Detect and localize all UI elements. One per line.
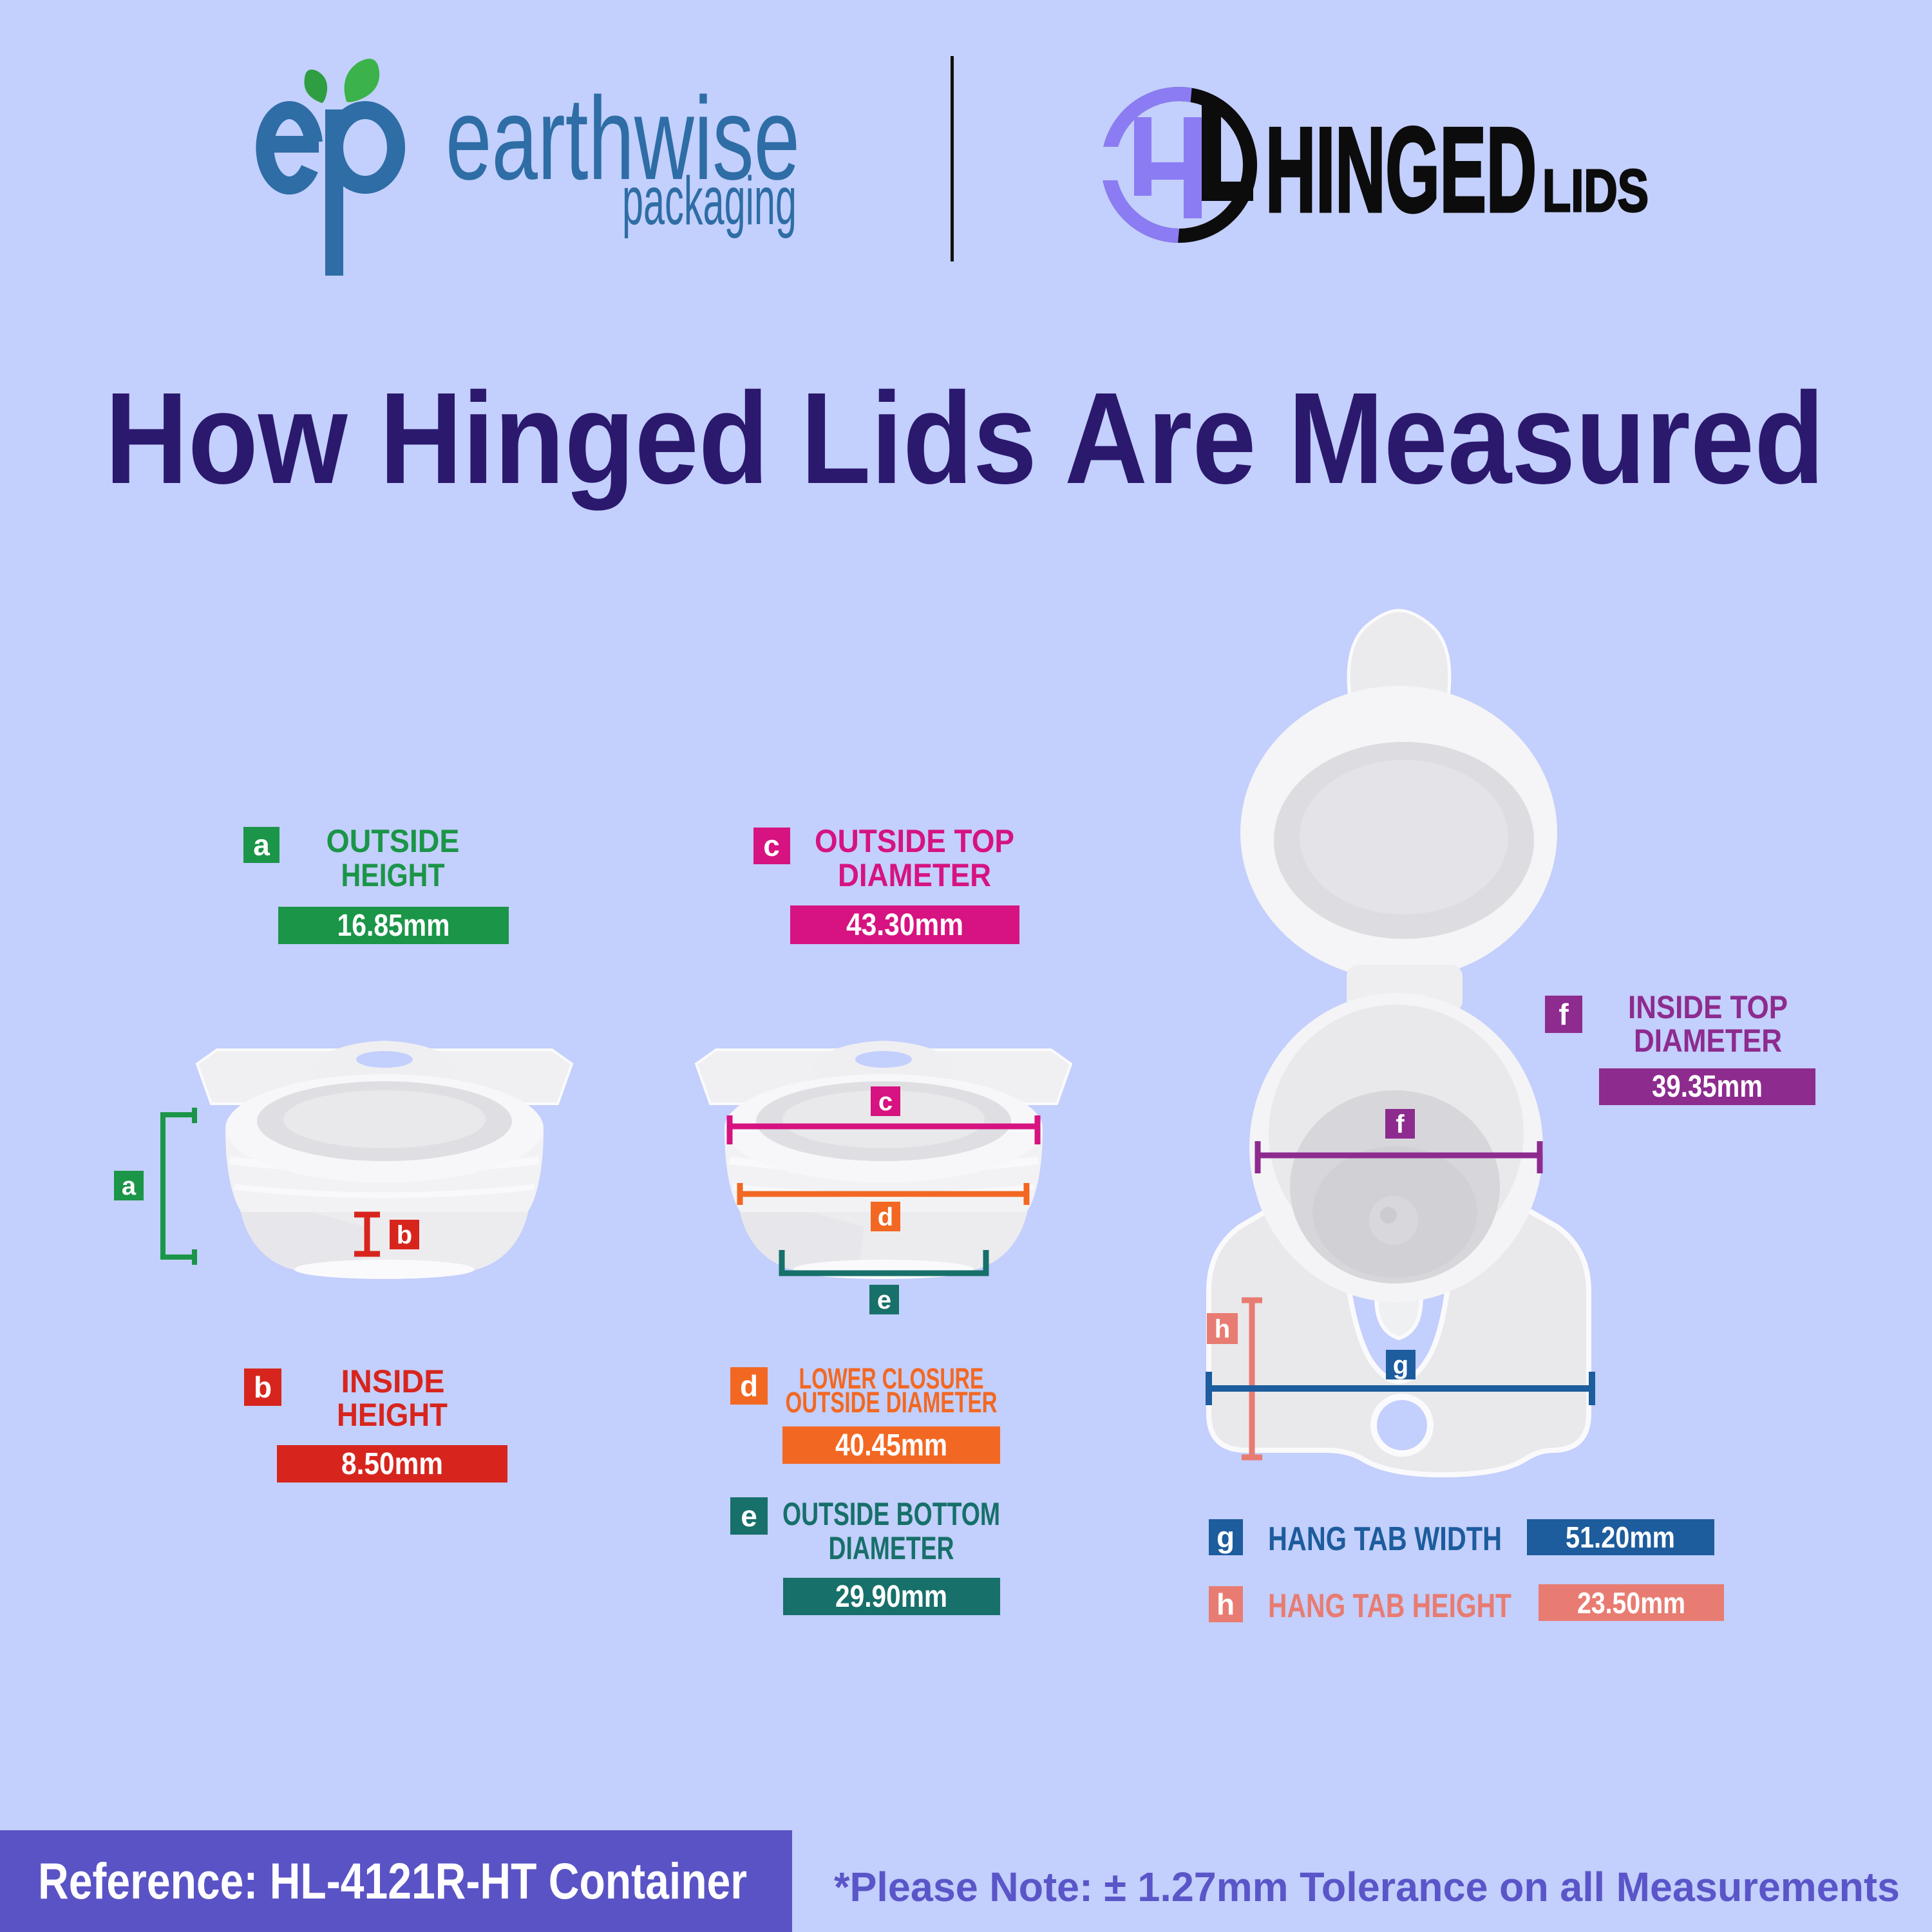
svg-text:a: a (122, 1172, 137, 1200)
svg-text:f: f (1558, 998, 1569, 1031)
svg-text:h: h (1217, 1587, 1235, 1621)
svg-text:29.90mm: 29.90mm (835, 1580, 947, 1614)
svg-text:OUTSIDE DIAMETER: OUTSIDE DIAMETER (786, 1386, 998, 1419)
svg-text:d: d (878, 1203, 893, 1231)
svg-text:39.35mm: 39.35mm (1652, 1070, 1763, 1104)
svg-text:DIAMETER: DIAMETER (829, 1530, 954, 1566)
svg-text:a: a (253, 828, 270, 862)
svg-text:OUTSIDE TOP: OUTSIDE TOP (815, 823, 1014, 859)
svg-text:g: g (1393, 1351, 1408, 1379)
svg-text:h: h (1215, 1315, 1230, 1343)
svg-text:HANG TAB HEIGHT: HANG TAB HEIGHT (1268, 1587, 1511, 1625)
svg-text:HANG TAB WIDTH: HANG TAB WIDTH (1268, 1520, 1502, 1558)
svg-text:DIAMETER: DIAMETER (838, 857, 991, 893)
svg-text:b: b (254, 1370, 272, 1404)
svg-text:*Please Note: ± 1.27mm Toleran: *Please Note: ± 1.27mm Tolerance on all … (834, 1864, 1900, 1910)
svg-text:earthwise: earthwise (446, 72, 800, 204)
svg-text:OUTSIDE BOTTOM: OUTSIDE BOTTOM (782, 1496, 1000, 1532)
svg-text:INSIDE TOP: INSIDE TOP (1628, 989, 1788, 1025)
svg-text:d: d (740, 1369, 758, 1403)
svg-text:f: f (1396, 1110, 1405, 1139)
svg-text:HEIGHT: HEIGHT (337, 1397, 448, 1433)
svg-text:DIAMETER: DIAMETER (1634, 1023, 1782, 1059)
svg-text:Reference: HL-4121R-HT Contain: Reference: HL-4121R-HT Container (38, 1852, 747, 1909)
svg-text:OUTSIDE: OUTSIDE (327, 823, 460, 859)
svg-text:INSIDE: INSIDE (341, 1363, 445, 1399)
svg-text:HINGED: HINGED (1265, 102, 1537, 237)
svg-text:8.50mm: 8.50mm (341, 1447, 443, 1481)
svg-text:g: g (1217, 1520, 1235, 1554)
svg-text:packaging: packaging (622, 163, 797, 239)
svg-text:23.50mm: 23.50mm (1577, 1586, 1685, 1620)
svg-text:LIDS: LIDS (1542, 157, 1649, 224)
svg-text:HEIGHT: HEIGHT (341, 857, 445, 893)
svg-text:c: c (763, 829, 780, 862)
svg-text:e: e (877, 1286, 891, 1314)
svg-text:c: c (878, 1088, 893, 1116)
svg-text:How Hinged Lids Are Measured: How Hinged Lids Are Measured (105, 365, 1824, 511)
svg-text:51.20mm: 51.20mm (1566, 1520, 1675, 1554)
svg-text:b: b (397, 1221, 412, 1249)
svg-text:LOWER CLOSURE: LOWER CLOSURE (799, 1362, 984, 1395)
svg-text:e: e (741, 1499, 757, 1533)
svg-text:40.45mm: 40.45mm (835, 1428, 947, 1463)
svg-text:16.85mm: 16.85mm (337, 909, 450, 943)
svg-text:43.30mm: 43.30mm (846, 908, 963, 942)
